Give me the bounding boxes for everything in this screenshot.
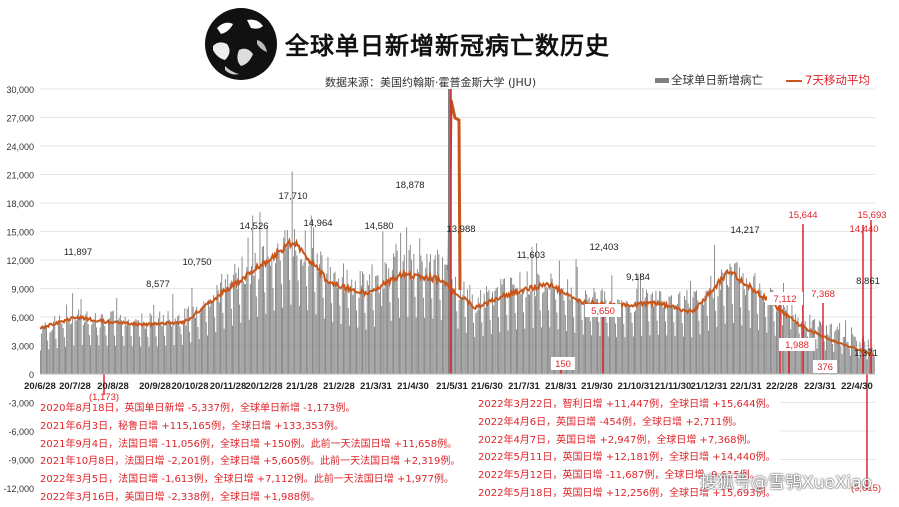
data-labels: 11,897 8,577 10,750 14,526 17,710 14,964 14,58… (64, 180, 887, 494)
data-label-red: (1,173) (89, 392, 119, 403)
data-label: 8,577 (146, 279, 170, 290)
note: 2021年6月3日，秘鲁日增 +115,165例，全球日增 +133,353例。 (40, 420, 344, 432)
data-label-red: 5,650 (591, 306, 615, 317)
y-tick-label: 30,000 (6, 85, 34, 95)
note: 2020年8月18日，英国单日新增 -5,337例，全球单日新增 -1,173例… (40, 403, 356, 414)
chart-title: 全球单日新增新冠病亡数历史 (285, 32, 610, 60)
notes-left: 2020年8月18日，英国单日新增 -5,337例，全球单日新增 -1,173例… (40, 400, 460, 507)
legend-line-label: 7天移动平均 (805, 73, 870, 87)
y-tick-label: -9,000 (8, 456, 34, 466)
y-tick-label: 15,000 (6, 228, 34, 238)
y-tick-label: -3,000 (8, 399, 34, 409)
y-axis: -12,000 -9,000 -6,000 -3,000 0 3,000 6,000 9,00… (3, 85, 34, 494)
data-label: 1,371 (854, 348, 878, 359)
note: 2022年5月11日，英国日增 +12,181例，全球日增 +14,440例。 (478, 452, 776, 464)
y-tick-label: 6,000 (11, 313, 34, 323)
legend-item-line: 7天移动平均 (786, 72, 870, 88)
data-label-red: 150 (555, 359, 571, 370)
x-tick-label: 21/10/31 (618, 381, 656, 392)
y-tick-label: 18,000 (6, 199, 34, 209)
data-label-red: 15,693 (857, 210, 886, 221)
note: 2021年9月4日，法国日增 -11,056例，全球日增 +150例。此前一天法… (40, 438, 458, 450)
data-label-red: (9,615) (851, 483, 881, 494)
x-tick-label: 22/4/30 (841, 381, 873, 392)
data-label: 14,580 (364, 221, 393, 232)
data-label: 11,603 (517, 250, 545, 261)
x-tick-label: 22/2/28 (766, 381, 798, 392)
note: 2022年3月22日，智利日增 +11,447例，全球日增 +15,644例。 (478, 399, 776, 410)
x-tick-label: 21/4/30 (397, 381, 429, 392)
x-tick-label: 22/1/31 (730, 381, 762, 392)
data-label: 14,526 (239, 221, 268, 232)
x-tick-label: 21/8/31 (545, 381, 577, 392)
note: 2022年3月5日，法国日增 -1,613例，全球日增 +7,112例。此前一天… (40, 474, 454, 486)
x-tick-label: 20/7/28 (59, 381, 91, 392)
x-tick-label: 20/8/28 (97, 381, 129, 392)
x-axis: 20/6/28 20/7/28 20/8/28 20/9/28 20/10/28 20/1… (24, 381, 873, 392)
y-tick-label: 21,000 (6, 171, 34, 181)
x-tick-label: 21/7/31 (508, 381, 540, 392)
data-label-red: 14,440 (849, 224, 878, 235)
x-tick-label: 21/11/30 (655, 381, 691, 392)
x-tick-label: 21/1/28 (286, 381, 318, 392)
data-label-red: 376 (817, 362, 833, 373)
data-label-red: 7,368 (811, 289, 835, 300)
data-label: 13,988 (446, 224, 475, 235)
x-tick-label: 21/6/30 (471, 381, 503, 392)
data-label: 12,403 (589, 242, 618, 253)
x-tick-label: 22/3/31 (804, 381, 836, 392)
data-label-red: 1,988 (785, 340, 809, 351)
y-tick-label: -12,000 (3, 484, 34, 494)
note: 2022年3月16日，美国日增 -2,338例，全球日增 +1,988例。 (40, 491, 321, 503)
data-label: 9,184 (626, 272, 650, 283)
note: 2021年10月8日，法国日增 -2,201例，全球日增 +5,605例。此前一… (40, 456, 461, 468)
x-tick-label: 21/3/31 (360, 381, 392, 392)
bar-series (40, 89, 875, 374)
y-tick-label: 12,000 (6, 256, 34, 266)
moving-average-line (40, 237, 874, 357)
note: 2022年5月12日，英国日增 -11,687例，全球日增 -9,615例。 (478, 470, 760, 482)
data-label-red: 15,644 (788, 210, 817, 221)
x-tick-label: 21/2/28 (323, 381, 355, 392)
legend-bar-swatch (655, 78, 669, 83)
data-label: 11,897 (64, 247, 92, 258)
data-label: 10,750 (182, 257, 211, 268)
data-label: 8,861 (856, 276, 880, 287)
notes-right: 2022年3月22日，智利日增 +11,447例，全球日增 +15,644例。 … (478, 396, 776, 503)
data-label: 14,217 (730, 225, 759, 236)
x-tick-label: 21/5/31 (436, 381, 468, 392)
legend-bar-label: 全球单日新增病亡 (671, 73, 763, 87)
y-tick-label: 24,000 (6, 142, 34, 152)
data-label: 14,964 (303, 218, 332, 229)
y-tick-label: 3,000 (11, 342, 34, 352)
note: 2022年4月7日，英国日增 +2,947例，全球日增 +7,368例。 (478, 434, 757, 446)
y-tick-label: 9,000 (11, 285, 34, 295)
watermark: 搜狐号@雪鸮XueXiao (700, 473, 873, 493)
note: 2022年5月18日，英国日增 +12,256例，全球日增 +15,693例。 (478, 487, 776, 499)
x-tick-label: 21/12/31 (691, 381, 729, 392)
x-tick-label: 20/12/28 (246, 381, 283, 392)
x-tick-label: 21/9/30 (581, 381, 613, 392)
data-label: 18,878 (395, 180, 424, 191)
x-tick-label: 20/6/28 (24, 381, 56, 392)
x-tick-label: 20/9/28 (139, 381, 171, 392)
x-tick-label: 20/11/28 (210, 381, 246, 392)
y-tick-label: 27,000 (6, 114, 34, 124)
data-label-red: 7,112 (773, 294, 796, 305)
legend-line-swatch (786, 79, 802, 82)
y-tick-label: 0 (29, 370, 34, 380)
legend-item-bars: 全球单日新增病亡 (655, 72, 763, 88)
chart-subtitle: 数据来源：美国约翰斯·霍普金斯大学 (JHU) (325, 76, 537, 89)
data-label: 17,710 (278, 191, 307, 202)
x-tick-label: 20/10/28 (172, 381, 209, 392)
y-tick-label: -6,000 (8, 427, 34, 437)
note: 2022年4月6日，英国日增 -454例，全球日增 +2,711例。 (478, 416, 743, 428)
earth-globe-icon (205, 8, 277, 80)
